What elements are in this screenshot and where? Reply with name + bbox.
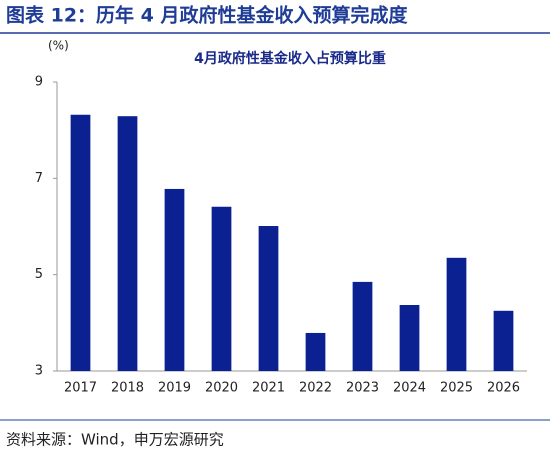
y-tick-label: 9 — [35, 75, 43, 90]
y-tick-label: 7 — [35, 171, 43, 186]
x-tick-label: 2025 — [440, 381, 473, 396]
bar — [352, 281, 373, 371]
y-tick-label: 3 — [35, 364, 43, 379]
bar — [493, 310, 514, 371]
x-tick-label: 2024 — [393, 381, 426, 396]
y-tick-label: 5 — [35, 267, 43, 282]
y-axis-label: (%) — [48, 39, 69, 53]
bar — [258, 226, 279, 371]
bar — [70, 114, 91, 372]
x-tick-label: 2023 — [346, 381, 379, 396]
bar — [164, 188, 185, 371]
bar — [399, 305, 420, 371]
x-tick-label: 2018 — [111, 381, 144, 396]
bar — [117, 116, 138, 371]
chart-title: 4月政府性基金收入占预算比重 — [194, 50, 386, 67]
x-tick-label: 2022 — [299, 381, 332, 396]
x-tick-label: 2020 — [205, 381, 238, 396]
bar — [211, 206, 232, 371]
x-tick-label: 2021 — [252, 381, 285, 396]
bar — [446, 257, 467, 371]
figure-title: 图表 12：历年 4 月政府性基金收入预算完成度 — [6, 4, 409, 27]
bar — [305, 332, 326, 371]
x-tick-label: 2019 — [158, 381, 191, 396]
x-tick-label: 2017 — [64, 381, 97, 396]
x-tick-label: 2026 — [487, 381, 520, 396]
source-note: 资料来源：Wind，申万宏源研究 — [6, 431, 224, 449]
